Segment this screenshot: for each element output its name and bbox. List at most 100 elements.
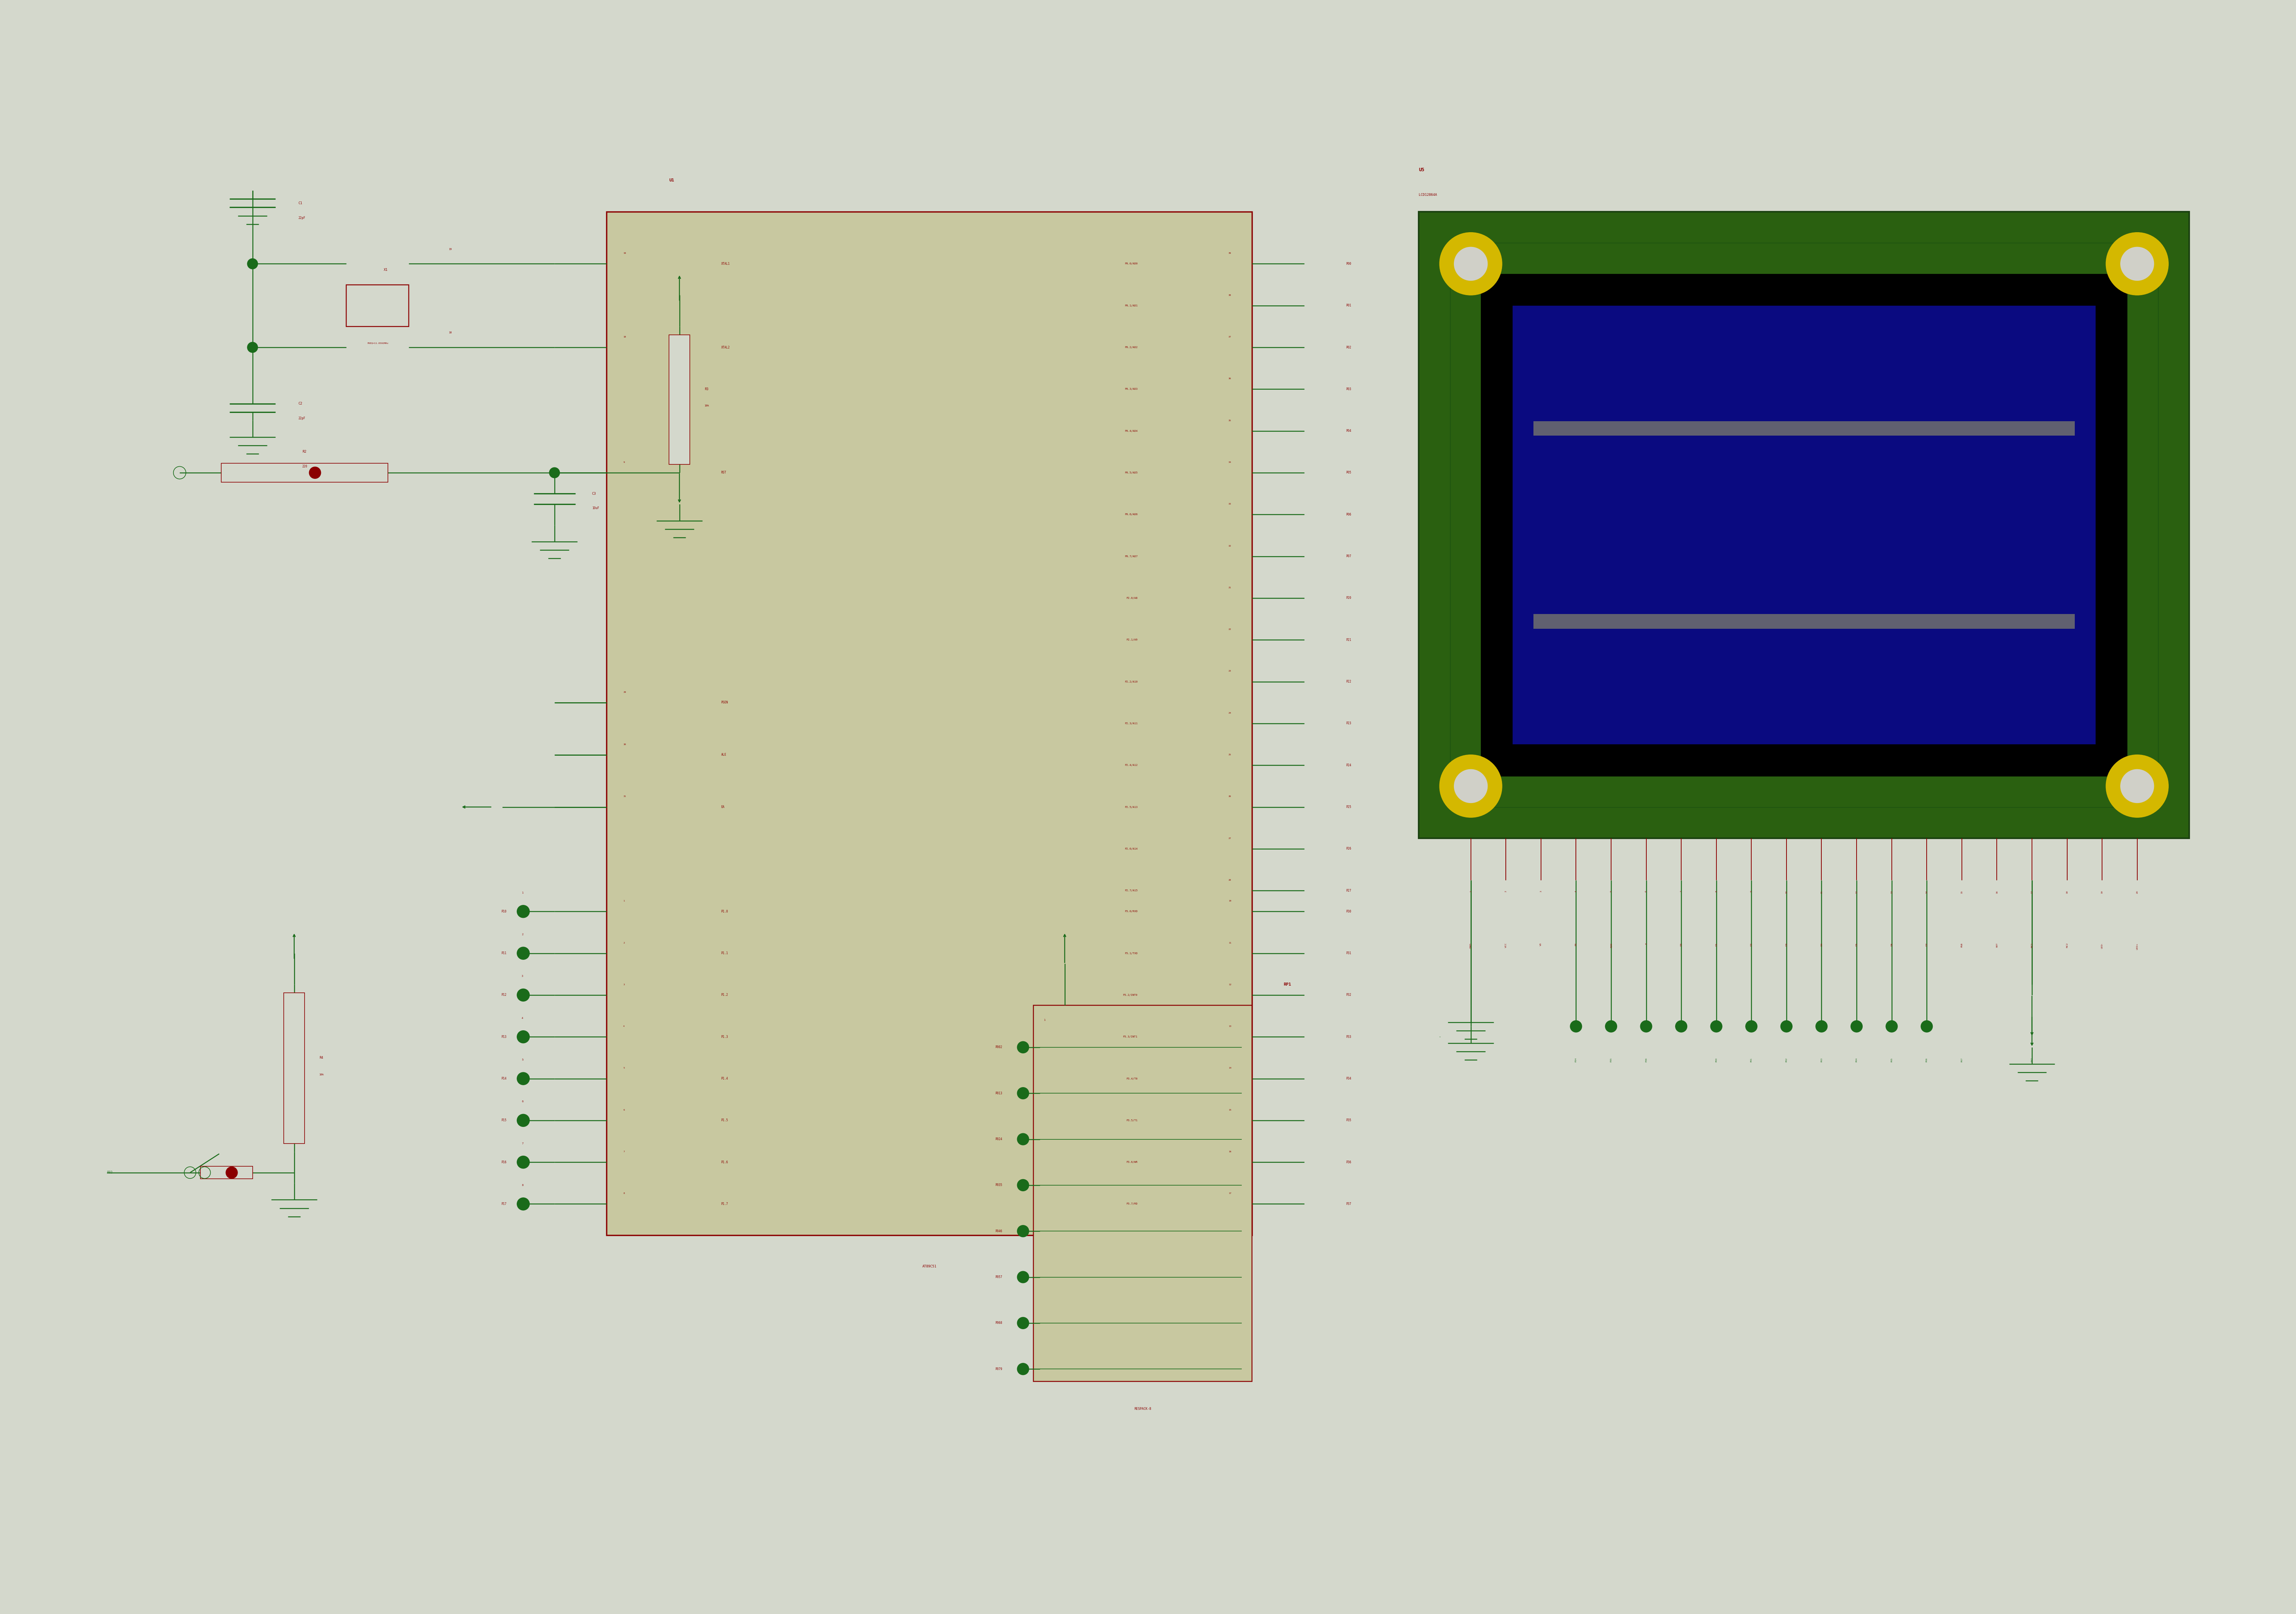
Text: 22pF: 22pF xyxy=(298,416,305,420)
Text: P31: P31 xyxy=(1345,952,1350,955)
Circle shape xyxy=(248,342,257,352)
Text: 24: 24 xyxy=(1228,712,1231,713)
Bar xyxy=(668,334,689,465)
Text: PSEN: PSEN xyxy=(721,700,728,704)
Text: P046: P046 xyxy=(994,1230,1003,1233)
Text: P1.4: P1.4 xyxy=(721,1077,728,1080)
Text: P17: P17 xyxy=(501,1202,507,1206)
Text: P1.2: P1.2 xyxy=(721,993,728,997)
Text: 10uF: 10uF xyxy=(592,507,599,510)
Bar xyxy=(606,211,1251,1235)
Text: C2: C2 xyxy=(298,402,303,405)
Text: X1: X1 xyxy=(383,268,388,271)
Text: P30: P30 xyxy=(1345,910,1350,914)
Text: P3.0/RXD: P3.0/RXD xyxy=(1125,910,1137,912)
Circle shape xyxy=(1745,1020,1756,1033)
Text: P3.5/T1: P3.5/T1 xyxy=(1127,1119,1137,1122)
Circle shape xyxy=(1017,1317,1029,1328)
Bar xyxy=(1534,615,2076,629)
Circle shape xyxy=(1453,247,1488,281)
Circle shape xyxy=(1816,1020,1828,1033)
Circle shape xyxy=(517,1198,530,1210)
Text: P068: P068 xyxy=(994,1322,1003,1325)
Text: P0.5/AD5: P0.5/AD5 xyxy=(1125,471,1137,475)
Circle shape xyxy=(1017,1225,1029,1236)
Text: P1.1: P1.1 xyxy=(721,952,728,955)
Circle shape xyxy=(1017,1272,1029,1283)
Text: C3: C3 xyxy=(592,492,597,495)
Text: 29: 29 xyxy=(622,691,627,692)
Text: P36: P36 xyxy=(1345,1160,1350,1164)
Text: P002: P002 xyxy=(994,1046,1003,1049)
Text: P01: P01 xyxy=(1345,303,1350,307)
Text: EA: EA xyxy=(721,805,726,809)
Text: P11: P11 xyxy=(501,952,507,955)
Text: RST: RST xyxy=(721,471,726,475)
Text: R4: R4 xyxy=(319,1056,324,1059)
Text: R3: R3 xyxy=(705,387,709,391)
Text: 25: 25 xyxy=(1228,754,1231,755)
Text: P12: P12 xyxy=(501,993,507,997)
Text: P3.7/RD: P3.7/RD xyxy=(1127,1202,1137,1206)
Text: P15: P15 xyxy=(501,1119,507,1122)
Circle shape xyxy=(1605,1020,1616,1033)
Circle shape xyxy=(1851,1020,1862,1033)
Text: P2.0/A8: P2.0/A8 xyxy=(1127,597,1137,599)
Text: 17: 17 xyxy=(1228,1193,1231,1194)
Text: P05: P05 xyxy=(1345,471,1350,475)
Text: P2.1/A9: P2.1/A9 xyxy=(1127,639,1137,641)
Text: P3.4/T0: P3.4/T0 xyxy=(1127,1078,1137,1080)
Text: 31: 31 xyxy=(622,796,627,797)
Text: P32: P32 xyxy=(106,1170,113,1175)
Text: FREQ=11.0592MHz: FREQ=11.0592MHz xyxy=(367,342,388,344)
Text: U1: U1 xyxy=(668,178,675,182)
Text: P24: P24 xyxy=(1345,763,1350,767)
Bar xyxy=(1451,242,2158,807)
Text: 23: 23 xyxy=(1228,670,1231,671)
Circle shape xyxy=(1017,1041,1029,1052)
Circle shape xyxy=(1440,232,1502,295)
Text: P024: P024 xyxy=(994,1138,1003,1141)
Text: P03: P03 xyxy=(1345,387,1350,391)
Text: P13: P13 xyxy=(501,1035,507,1038)
Text: P26: P26 xyxy=(1345,847,1350,851)
Text: 26: 26 xyxy=(1228,796,1231,797)
Text: P0.4/AD4: P0.4/AD4 xyxy=(1125,429,1137,433)
Circle shape xyxy=(1440,755,1502,817)
Text: P32: P32 xyxy=(1345,993,1350,997)
Bar xyxy=(1419,211,2190,838)
Text: P34: P34 xyxy=(1345,1077,1350,1080)
Text: P0.3/AD3: P0.3/AD3 xyxy=(1125,387,1137,391)
Text: RESPACK-8: RESPACK-8 xyxy=(1134,1407,1150,1411)
Text: P00: P00 xyxy=(1345,261,1350,265)
Text: ALE: ALE xyxy=(721,754,726,757)
Text: 30: 30 xyxy=(622,744,627,746)
Text: P16: P16 xyxy=(501,1160,507,1164)
Circle shape xyxy=(549,468,560,478)
Text: 33: 33 xyxy=(1228,504,1231,505)
Text: P2.4/A12: P2.4/A12 xyxy=(1125,763,1137,767)
Text: P27: P27 xyxy=(1345,889,1350,893)
Circle shape xyxy=(1711,1020,1722,1033)
Text: P21: P21 xyxy=(1345,638,1350,641)
Text: 13: 13 xyxy=(1228,1025,1231,1028)
Bar xyxy=(220,463,388,483)
Text: RP1: RP1 xyxy=(1283,983,1290,986)
Text: P07: P07 xyxy=(1345,555,1350,558)
Text: 21: 21 xyxy=(1228,586,1231,589)
Text: P2.5/A13: P2.5/A13 xyxy=(1125,805,1137,809)
Text: 19: 19 xyxy=(448,249,452,250)
Text: P2.7/A15: P2.7/A15 xyxy=(1125,889,1137,891)
Circle shape xyxy=(1017,1364,1029,1375)
Text: P2.3/A11: P2.3/A11 xyxy=(1125,723,1137,725)
Text: P14: P14 xyxy=(501,1077,507,1080)
Text: 36: 36 xyxy=(1228,378,1231,379)
Text: 38: 38 xyxy=(1228,294,1231,295)
Text: 14: 14 xyxy=(1228,1067,1231,1068)
Circle shape xyxy=(2122,770,2154,802)
Circle shape xyxy=(1453,770,1488,802)
Circle shape xyxy=(310,466,321,479)
Text: XTAL2: XTAL2 xyxy=(721,345,730,349)
Text: P0.2/AD2: P0.2/AD2 xyxy=(1125,347,1137,349)
Text: P06: P06 xyxy=(1345,513,1350,516)
